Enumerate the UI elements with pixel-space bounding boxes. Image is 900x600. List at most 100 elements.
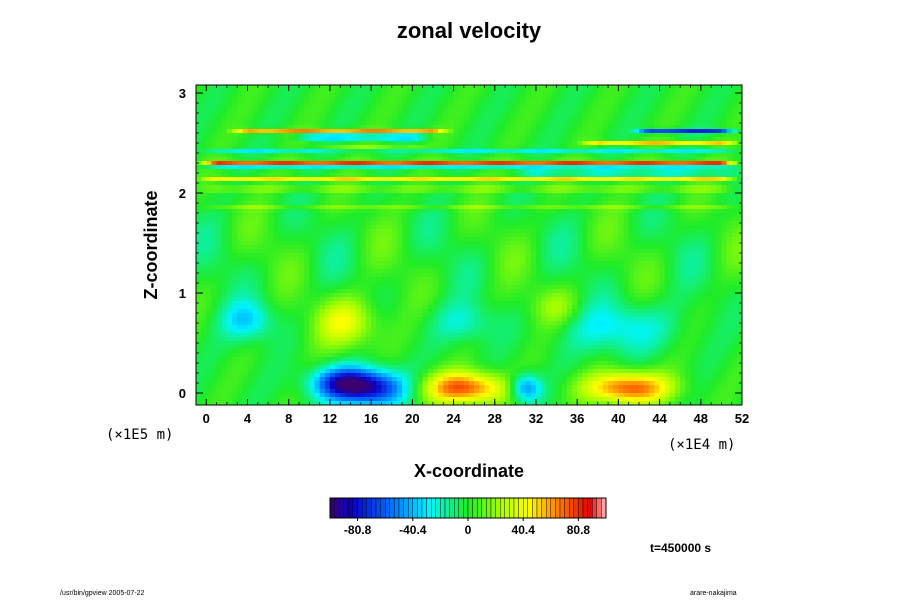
heatmap-cell	[458, 213, 465, 218]
heatmap-cell	[510, 241, 516, 246]
heatmap-cell	[602, 133, 609, 138]
heatmap-cell	[592, 233, 599, 238]
heatmap-cell	[438, 185, 444, 190]
heatmap-cell	[535, 165, 542, 170]
heatmap-cell	[237, 225, 243, 230]
heatmap-field	[196, 85, 742, 405]
heatmap-cell	[340, 133, 346, 138]
heatmap-cell	[680, 113, 686, 118]
heatmap-cell	[288, 241, 295, 246]
heatmap-cell	[242, 165, 249, 170]
heatmap-cell	[644, 97, 650, 102]
heatmap-cell	[469, 105, 475, 110]
heatmap-cell	[597, 113, 604, 118]
heatmap-cell	[474, 153, 480, 158]
heatmap-cell	[371, 129, 377, 134]
heatmap-cell	[278, 205, 285, 210]
heatmap-cell	[268, 197, 274, 202]
heatmap-cell	[623, 145, 630, 150]
heatmap-cell	[350, 225, 357, 230]
heatmap-cell	[566, 245, 573, 250]
heatmap-cell	[592, 161, 599, 166]
heatmap-cell	[247, 205, 254, 210]
heatmap-cell	[417, 197, 424, 202]
heatmap-cell	[427, 241, 434, 246]
heatmap-cell	[664, 117, 671, 122]
heatmap-cell	[365, 265, 372, 270]
heatmap-cell	[422, 181, 429, 186]
heatmap-cell	[587, 137, 594, 142]
heatmap-cell	[474, 181, 480, 186]
heatmap-cell	[324, 93, 331, 98]
heatmap-cell	[376, 241, 383, 246]
heatmap-cell	[633, 93, 640, 98]
heatmap-cell	[525, 257, 532, 262]
heatmap-cell	[324, 113, 331, 118]
heatmap-cell	[618, 121, 625, 126]
heatmap-cell	[700, 141, 707, 146]
heatmap-cell	[278, 121, 285, 126]
heatmap-cell	[319, 253, 326, 258]
heatmap-cell	[628, 133, 635, 138]
heatmap-cell	[530, 229, 537, 234]
heatmap-cell	[319, 145, 326, 150]
heatmap-cell	[649, 105, 656, 110]
heatmap-cell	[561, 197, 568, 202]
heatmap-cell	[319, 229, 326, 234]
heatmap-cell	[664, 137, 671, 142]
heatmap-cell	[510, 97, 516, 102]
heatmap-cell	[711, 201, 717, 206]
heatmap-cell	[582, 173, 589, 178]
heatmap-cell	[329, 221, 336, 226]
heatmap-cell	[381, 173, 388, 178]
heatmap-cell	[556, 257, 563, 262]
heatmap-cell	[278, 269, 285, 274]
heatmap-cell	[602, 101, 609, 106]
heatmap-cell	[319, 177, 326, 182]
heatmap-cell	[427, 125, 434, 130]
heatmap-cell	[371, 161, 377, 166]
heatmap-cell	[716, 261, 722, 266]
heatmap-cell	[705, 221, 712, 226]
heatmap-cell	[350, 141, 357, 146]
heatmap-cell	[262, 113, 269, 118]
heatmap-cell	[407, 177, 413, 182]
heatmap-cell	[577, 177, 583, 182]
heatmap-cell	[726, 109, 733, 114]
heatmap-cell	[304, 97, 310, 102]
heatmap-cell	[427, 161, 434, 166]
heatmap-cell	[654, 97, 661, 102]
heatmap-cell	[458, 101, 465, 106]
heatmap-cell	[427, 93, 434, 98]
heatmap-cell	[412, 225, 419, 230]
heatmap-cell	[695, 209, 702, 214]
heatmap-cell	[226, 101, 233, 106]
heatmap-cell	[391, 153, 398, 158]
heatmap-cell	[705, 173, 712, 178]
heatmap-cell	[587, 237, 594, 242]
heatmap-cell	[196, 225, 202, 230]
heatmap-cell	[453, 265, 460, 270]
heatmap-cell	[376, 153, 383, 158]
heatmap-cell	[659, 249, 666, 254]
heatmap-cell	[675, 201, 681, 206]
heatmap-cell	[268, 261, 274, 266]
heatmap-cell	[438, 177, 444, 182]
heatmap-cell	[551, 169, 558, 174]
heatmap-cell	[566, 189, 573, 194]
heatmap-cell	[386, 157, 393, 162]
heatmap-cell	[350, 149, 357, 154]
heatmap-cell	[680, 221, 686, 226]
heatmap-cell	[432, 145, 439, 150]
heatmap-cell	[221, 221, 228, 226]
heatmap-cell	[535, 217, 542, 222]
heatmap-cell	[638, 173, 645, 178]
heatmap-cell	[262, 161, 269, 166]
heatmap-cell	[257, 101, 264, 106]
heatmap-cell	[484, 173, 491, 178]
heatmap-cell	[597, 89, 604, 94]
heatmap-cell	[443, 137, 449, 142]
heatmap-cell	[608, 181, 614, 186]
heatmap-cell	[237, 241, 243, 246]
heatmap-cell	[546, 249, 553, 254]
